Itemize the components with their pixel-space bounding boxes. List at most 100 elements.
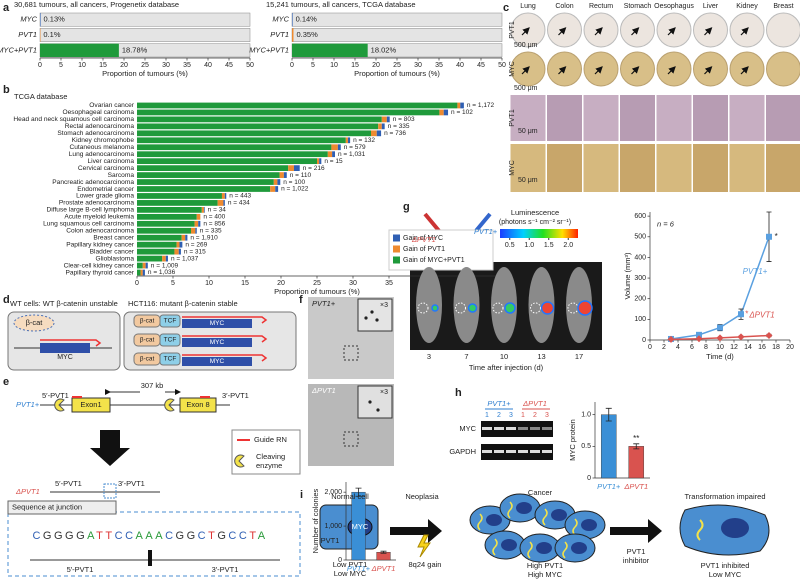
- rna: [492, 538, 498, 556]
- text: PVT1+: [16, 400, 40, 409]
- y-tick-label: 200: [634, 296, 646, 303]
- text: Luminescence: [511, 208, 559, 217]
- micrograph: [583, 144, 619, 192]
- nucleus: [536, 542, 552, 554]
- panel-label: h: [455, 387, 462, 399]
- y-tick-label: 100: [634, 316, 646, 323]
- error-bar: [380, 550, 387, 554]
- annotation: *: [745, 309, 748, 318]
- x-tick-label: 16: [758, 344, 766, 351]
- text: ×3: [380, 302, 388, 309]
- text: ×3: [380, 389, 388, 396]
- row-label: PVT1: [509, 109, 516, 127]
- bar-segment: [137, 165, 289, 171]
- y-axis-label: Number of colonies: [311, 488, 320, 553]
- bar-segment: [137, 123, 379, 130]
- bar-segment: [371, 130, 377, 137]
- x-tick-label: 14: [744, 344, 752, 351]
- micrograph: [766, 95, 800, 141]
- text: ΔPVT1: [411, 235, 436, 244]
- category-label: Cutaneous melanoma: [69, 144, 134, 151]
- bar-segment: [460, 102, 464, 109]
- row-label: MYC: [459, 424, 476, 433]
- sequence: CGGGGATTCCAAACGGCTGCCTA: [32, 530, 267, 542]
- colorbar-tick-label: 0.5: [505, 242, 515, 249]
- marker: [737, 333, 745, 341]
- category-label: Sarcoma: [108, 172, 135, 179]
- x-tick-label: 5: [171, 280, 175, 287]
- bar-segment: [337, 144, 341, 151]
- bar-segment: [137, 130, 371, 137]
- n-label: n = 315: [184, 248, 206, 255]
- colorbar-tick-label: 2.0: [563, 242, 573, 249]
- scale-bar-label: 500 μm: [514, 42, 538, 49]
- x-tick-label: 10: [78, 62, 86, 69]
- category-label: Oesophageal carcinoma: [63, 109, 135, 116]
- bar-segment: [195, 227, 197, 234]
- roi: [417, 302, 429, 314]
- text: MYC: [210, 339, 225, 346]
- n-label: n = 856: [203, 221, 225, 228]
- lane-label: 3: [509, 412, 513, 419]
- micrograph: [510, 95, 546, 141]
- category-label: PVT1: [270, 30, 289, 39]
- bar-segment: [142, 262, 146, 269]
- x-tick-label: 5: [59, 62, 63, 69]
- bar-segment: [381, 116, 387, 123]
- bar-segment: [137, 269, 141, 276]
- legend-swatch: [393, 234, 400, 242]
- bar: [40, 43, 119, 57]
- bar-segment: [221, 193, 225, 199]
- text: β-cat: [140, 318, 155, 325]
- band: [518, 427, 528, 430]
- text: Exon 8: [186, 400, 209, 409]
- bar-segment: [223, 200, 225, 206]
- n-label: n = 216: [303, 165, 325, 172]
- bar-segment: [137, 109, 440, 116]
- band: [506, 427, 516, 430]
- text: PVT1+: [474, 227, 498, 236]
- protein: [159, 314, 181, 328]
- lane-label: 1: [485, 412, 489, 419]
- bar-segment: [137, 116, 382, 123]
- x-tick-label: 0: [290, 62, 294, 69]
- nucleus: [581, 519, 597, 531]
- scale-bar-label: 500 μm: [514, 85, 538, 92]
- legend-swatch: [393, 245, 400, 253]
- bar-segment: [181, 234, 186, 241]
- x-tick-label: 35: [435, 62, 443, 69]
- tissue-label: Oesophagus: [654, 3, 694, 10]
- bar: [600, 414, 617, 479]
- bar-segment: [331, 144, 338, 151]
- bar-segment: [137, 172, 280, 178]
- micrograph: [620, 95, 655, 141]
- bar-segment: [137, 158, 317, 165]
- protein: [159, 352, 181, 366]
- bar-segment: [140, 269, 143, 276]
- marker: [738, 311, 744, 318]
- error-bar: [633, 443, 640, 450]
- tissue-label: Stomach: [624, 3, 652, 10]
- tissue-core: [656, 51, 692, 87]
- signal: [577, 300, 593, 316]
- x-tick-label: 20: [786, 344, 794, 351]
- arrow: [704, 66, 713, 75]
- x-tick-label: 50: [498, 62, 506, 69]
- mouse: [491, 267, 517, 343]
- value-label: 0.35%: [296, 30, 318, 39]
- tissue-core: [656, 12, 692, 48]
- bar-segment: [194, 220, 199, 227]
- text: TCF: [164, 356, 177, 363]
- x-tick-label: 45: [225, 62, 233, 69]
- category-label: MYC: [20, 15, 37, 24]
- scale-bar-label: 50 μm: [518, 177, 538, 184]
- nucleus: [516, 502, 532, 514]
- annotation: **: [633, 434, 639, 443]
- x-tick-label: 0: [648, 344, 652, 351]
- text: Guide RN: [254, 435, 287, 444]
- nucleus: [551, 509, 567, 521]
- day-label: 17: [575, 352, 583, 361]
- x-tick-label: 20: [120, 62, 128, 69]
- panel-label: g: [403, 201, 410, 213]
